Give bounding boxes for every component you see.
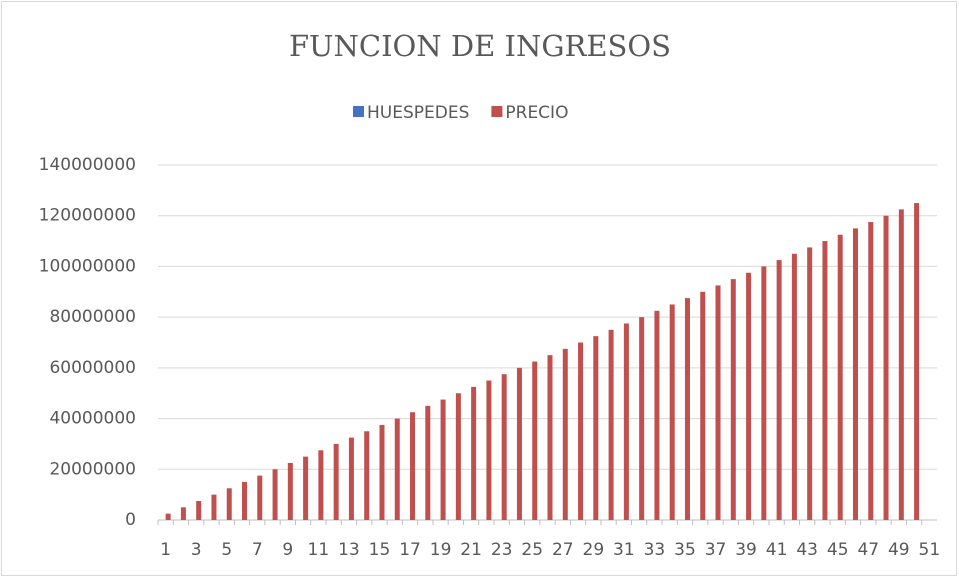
y-tick-label: 60000000 [49, 358, 136, 378]
bar [898, 209, 904, 520]
x-tick-label: 9 [282, 540, 293, 560]
x-tick-label: 47 [857, 540, 879, 560]
x-tick-label: 27 [552, 540, 574, 560]
bar [226, 488, 232, 520]
bar [562, 348, 568, 520]
legend-swatch [353, 106, 364, 117]
bar [257, 475, 263, 520]
bar [455, 393, 461, 520]
bar [410, 412, 416, 520]
bar [333, 443, 339, 520]
bar [822, 241, 828, 521]
legend-swatch [491, 106, 503, 117]
bar [578, 342, 584, 520]
y-tick-label: 100000000 [39, 256, 136, 276]
bar [623, 323, 629, 520]
x-tick-label: 1 [160, 540, 171, 560]
bar [608, 329, 614, 520]
bar [837, 234, 843, 520]
bar [791, 253, 797, 520]
x-tick-label: 23 [491, 540, 513, 560]
x-tick-label: 15 [369, 540, 391, 560]
x-tick-label: 33 [644, 540, 666, 560]
x-tick-label: 39 [735, 540, 757, 560]
bar [440, 399, 446, 520]
bar [196, 500, 202, 520]
bar [700, 291, 706, 520]
bar [486, 380, 492, 520]
bar [868, 222, 874, 520]
bar [211, 494, 217, 520]
bar [914, 203, 920, 521]
bar [425, 405, 431, 520]
y-tick-label: 20000000 [49, 459, 136, 479]
bar [761, 266, 767, 520]
bar [318, 450, 324, 520]
y-tick-label: 80000000 [49, 307, 136, 327]
x-tick-label: 3 [191, 540, 202, 560]
x-tick-label: 49 [888, 540, 910, 560]
x-tick-label: 19 [430, 540, 452, 560]
bar [776, 260, 782, 520]
x-tick-label: 51 [919, 540, 941, 560]
bar [547, 355, 553, 520]
bar [394, 418, 400, 520]
bar [303, 456, 309, 520]
bar [883, 215, 889, 520]
x-tick-label: 37 [705, 540, 727, 560]
x-tick-label: 5 [221, 540, 232, 560]
bar [593, 336, 599, 520]
bar [272, 469, 278, 520]
bar [379, 424, 385, 520]
bar [684, 298, 690, 520]
x-tick-label: 25 [521, 540, 543, 560]
bar [165, 513, 171, 520]
bar [501, 374, 507, 520]
x-tick-label: 21 [460, 540, 482, 560]
bar [715, 285, 721, 520]
x-tick-label: 45 [827, 540, 849, 560]
y-tick-label: 120000000 [39, 206, 136, 226]
x-tick-label: 17 [399, 540, 421, 560]
y-tick-label: 0 [125, 510, 136, 530]
bar [639, 317, 645, 520]
y-tick-label: 140000000 [39, 155, 136, 175]
legend-label: HUESPEDES [367, 103, 469, 123]
bar [516, 367, 522, 520]
bar [730, 279, 736, 520]
legend-label: PRECIO [505, 103, 568, 123]
bar [746, 272, 752, 520]
bar [669, 304, 675, 520]
x-tick-label: 41 [766, 540, 788, 560]
bar [242, 481, 248, 520]
bar [852, 228, 858, 520]
chart-title: FUNCION DE INGRESOS [289, 29, 671, 63]
bar [654, 310, 660, 520]
x-tick-label: 7 [252, 540, 263, 560]
bar [532, 361, 538, 520]
bar [287, 462, 293, 520]
bar [807, 247, 813, 521]
bar [471, 386, 477, 520]
bar [180, 507, 186, 520]
x-tick-label: 11 [308, 540, 330, 560]
x-tick-label: 43 [796, 540, 818, 560]
bar [348, 437, 354, 520]
bar [364, 431, 370, 520]
x-tick-label: 13 [338, 540, 360, 560]
x-tick-label: 35 [674, 540, 696, 560]
x-tick-label: 29 [583, 540, 605, 560]
x-tick-label: 31 [613, 540, 635, 560]
y-tick-label: 40000000 [49, 409, 136, 429]
